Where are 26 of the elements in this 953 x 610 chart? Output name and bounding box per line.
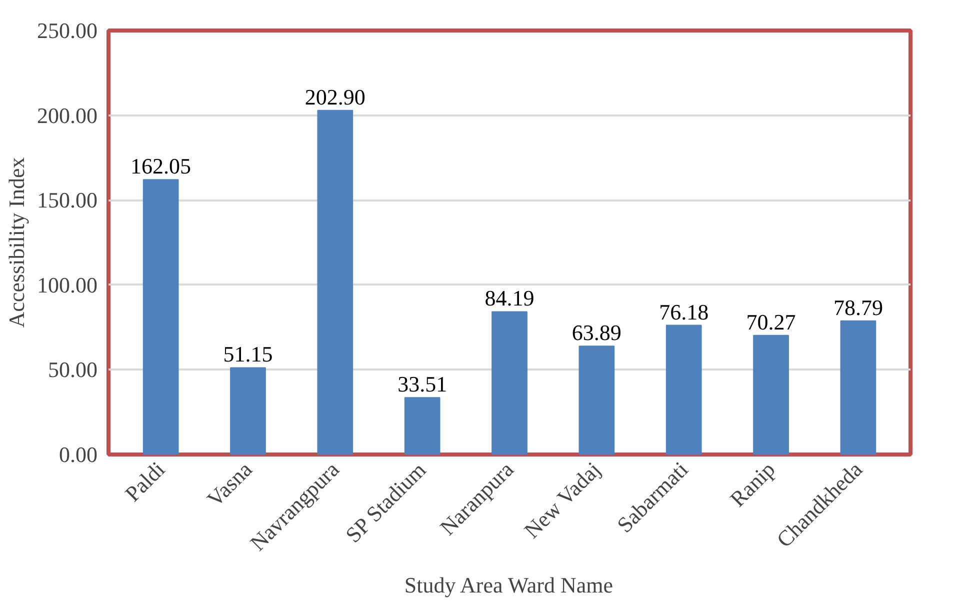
data-label: 51.15 <box>223 342 273 367</box>
bar <box>753 334 789 454</box>
bar <box>317 110 354 454</box>
bar <box>230 367 266 454</box>
bar <box>142 179 179 454</box>
bar <box>404 397 440 454</box>
x-axis-title: Study Area Ward Name <box>404 572 613 598</box>
data-label: 162.05 <box>130 154 192 179</box>
bar <box>578 346 615 454</box>
y-tick-label: 250.00 <box>37 18 98 43</box>
y-tick-label: 50.00 <box>48 357 98 382</box>
y-tick-label: 100.00 <box>37 272 98 298</box>
y-tick-label: 150.00 <box>37 188 98 213</box>
bar <box>666 324 702 454</box>
data-label: 78.79 <box>833 294 883 320</box>
y-axis-title: Accessibility Index <box>4 157 29 328</box>
data-label: 70.27 <box>746 309 796 334</box>
y-tick-label: 200.00 <box>37 102 98 128</box>
data-label: 63.89 <box>572 320 622 346</box>
data-label: 76.18 <box>659 299 709 324</box>
bar <box>492 311 528 454</box>
data-label: 33.51 <box>398 372 448 397</box>
data-label: 202.90 <box>304 84 366 110</box>
y-tick-label: 0.00 <box>59 442 98 467</box>
data-label: 84.19 <box>484 286 534 311</box>
bar <box>840 320 876 454</box>
